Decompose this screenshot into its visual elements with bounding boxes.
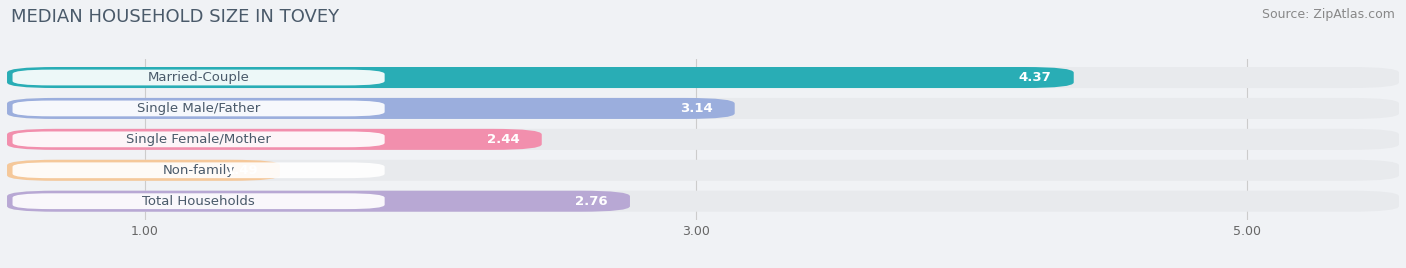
FancyBboxPatch shape bbox=[7, 160, 1399, 181]
FancyBboxPatch shape bbox=[13, 162, 385, 178]
FancyBboxPatch shape bbox=[13, 70, 385, 85]
FancyBboxPatch shape bbox=[7, 129, 1399, 150]
FancyBboxPatch shape bbox=[7, 191, 1399, 212]
Text: 2.44: 2.44 bbox=[486, 133, 520, 146]
FancyBboxPatch shape bbox=[7, 67, 1074, 88]
FancyBboxPatch shape bbox=[7, 129, 541, 150]
FancyBboxPatch shape bbox=[7, 98, 735, 119]
Text: Single Female/Mother: Single Female/Mother bbox=[127, 133, 271, 146]
Text: Single Male/Father: Single Male/Father bbox=[136, 102, 260, 115]
FancyBboxPatch shape bbox=[13, 100, 385, 116]
FancyBboxPatch shape bbox=[13, 193, 385, 209]
Text: Non-family: Non-family bbox=[163, 164, 235, 177]
Text: 3.14: 3.14 bbox=[681, 102, 713, 115]
Text: Married-Couple: Married-Couple bbox=[148, 71, 249, 84]
Text: 1.49: 1.49 bbox=[225, 164, 257, 177]
Text: MEDIAN HOUSEHOLD SIZE IN TOVEY: MEDIAN HOUSEHOLD SIZE IN TOVEY bbox=[11, 8, 339, 26]
FancyBboxPatch shape bbox=[7, 191, 630, 212]
FancyBboxPatch shape bbox=[7, 67, 1399, 88]
FancyBboxPatch shape bbox=[7, 98, 1399, 119]
FancyBboxPatch shape bbox=[13, 132, 385, 147]
Text: Total Households: Total Households bbox=[142, 195, 254, 208]
Text: 4.37: 4.37 bbox=[1019, 71, 1052, 84]
FancyBboxPatch shape bbox=[7, 160, 280, 181]
Text: 2.76: 2.76 bbox=[575, 195, 607, 208]
Text: Source: ZipAtlas.com: Source: ZipAtlas.com bbox=[1261, 8, 1395, 21]
